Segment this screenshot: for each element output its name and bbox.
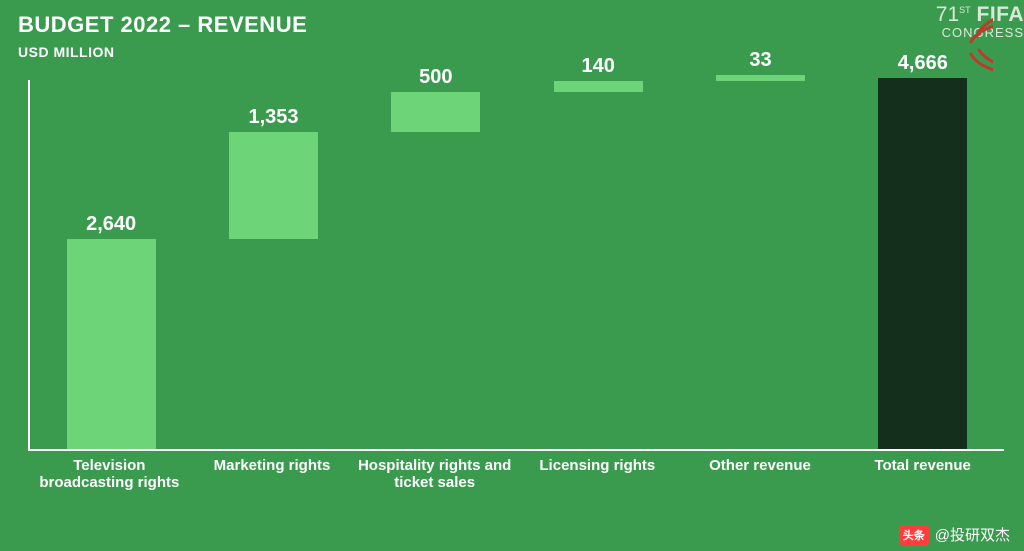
watermark: 头条 @投研双杰 xyxy=(899,524,1010,545)
watermark-text: @投研双杰 xyxy=(935,524,1010,545)
bar-total: 4,666 xyxy=(878,78,967,449)
x-axis-labels: Television broadcasting rightsMarketing … xyxy=(28,451,1004,523)
bar-value-label: 140 xyxy=(554,55,643,78)
bar-segment: 1,353 xyxy=(229,132,318,240)
watermark-badge: 头条 xyxy=(899,525,929,545)
x-axis-label: Hospitality rights and ticket sales xyxy=(353,457,516,492)
page-subtitle: USD MILLION xyxy=(18,44,307,60)
header: BUDGET 2022 – REVENUE USD MILLION xyxy=(18,12,307,60)
plot-area: 2,6401,353500140334,666 xyxy=(28,80,1004,451)
bar-value-label: 1,353 xyxy=(229,106,318,129)
bar-segment: 500 xyxy=(391,92,480,132)
logo-ordinal-suffix: ST xyxy=(959,5,971,15)
fifa-congress-logo: 71ST FIFA CONGRESS xyxy=(936,4,1024,40)
bar-value-label: 500 xyxy=(391,66,480,89)
bar-value-label: 4,666 xyxy=(878,52,967,75)
x-axis-label: Licensing rights xyxy=(516,457,679,474)
waterfall-chart: 2,6401,353500140334,666 Television broad… xyxy=(28,80,1004,523)
bar-value-label: 2,640 xyxy=(67,213,156,236)
x-axis-label: Marketing rights xyxy=(191,457,354,474)
page-title: BUDGET 2022 – REVENUE xyxy=(18,12,307,38)
bar-value-label: 33 xyxy=(716,49,805,72)
bar-segment: 2,640 xyxy=(67,239,156,449)
x-axis-label: Total revenue xyxy=(841,457,1004,474)
bar-segment: 33 xyxy=(716,75,805,81)
logo-line2: CONGRESS xyxy=(936,26,1024,40)
logo-ordinal: 71 xyxy=(936,3,959,26)
logo-brand: FIFA xyxy=(977,3,1024,26)
x-axis-label: Television broadcasting rights xyxy=(28,457,191,492)
x-axis-label: Other revenue xyxy=(679,457,842,474)
slide: BUDGET 2022 – REVENUE USD MILLION 71ST F… xyxy=(0,0,1024,551)
bar-segment: 140 xyxy=(554,81,643,92)
